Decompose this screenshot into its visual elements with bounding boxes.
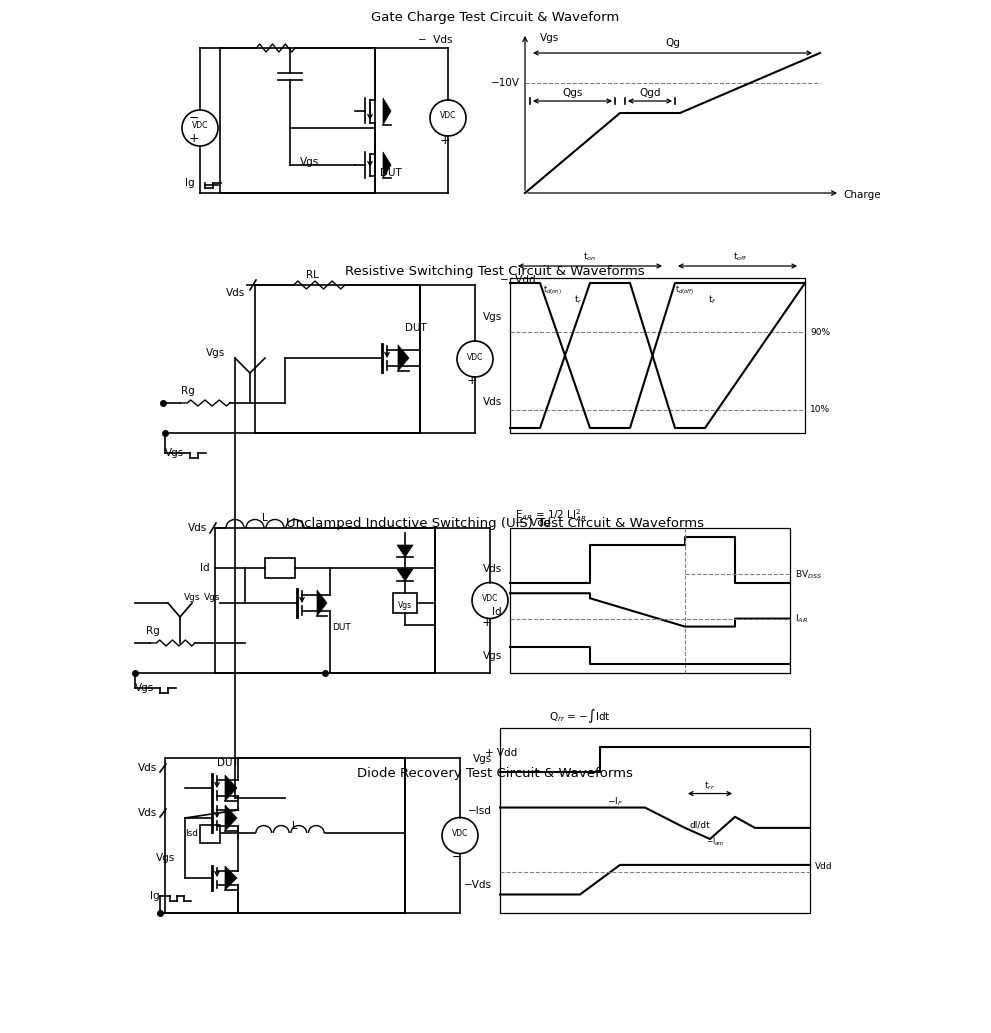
Text: Vgs: Vgs (483, 312, 502, 321)
Bar (265, 558, 295, 578)
Text: Isd: Isd (185, 828, 198, 838)
Text: +: + (440, 133, 450, 147)
Text: Vds: Vds (138, 808, 157, 818)
Text: VDC: VDC (452, 829, 468, 838)
Text: −I$_{am}$: −I$_{am}$ (706, 836, 724, 848)
Text: Vgs: Vgs (156, 853, 175, 863)
Text: t$_{on}$: t$_{on}$ (584, 251, 597, 263)
Text: −  Vdd: − Vdd (515, 518, 551, 528)
Polygon shape (397, 569, 413, 581)
Text: Ig: Ig (151, 891, 160, 901)
Text: DUT: DUT (217, 758, 239, 768)
Text: −Vds: −Vds (464, 880, 492, 890)
Text: VDC: VDC (192, 122, 208, 130)
Text: t$_{d(off)}$: t$_{d(off)}$ (676, 283, 695, 296)
Text: Resistive Switching Test Circuit & Waveforms: Resistive Switching Test Circuit & Wavef… (345, 264, 645, 278)
Text: Qgs: Qgs (562, 88, 583, 98)
Polygon shape (383, 152, 391, 178)
Text: −10V: −10V (491, 79, 520, 88)
Text: 90%: 90% (810, 327, 830, 337)
Text: VDC: VDC (467, 352, 484, 362)
Text: −: − (188, 112, 199, 125)
Bar (215, 528, 435, 674)
Text: Rg: Rg (181, 386, 195, 396)
Text: 10%: 10% (810, 405, 830, 414)
Polygon shape (397, 545, 413, 557)
Bar (510, 278, 805, 433)
Text: Vgs: Vgs (483, 651, 502, 660)
Text: Unclamped Inductive Switching (UIS) Test Circuit & Waveforms: Unclamped Inductive Switching (UIS) Test… (286, 516, 704, 530)
Bar (200, 825, 220, 843)
Text: DUT: DUT (332, 624, 351, 632)
Bar (393, 593, 417, 613)
Text: BV$_{DSS}$: BV$_{DSS}$ (795, 568, 823, 581)
Text: DUT: DUT (405, 323, 427, 333)
Text: Vds: Vds (187, 523, 207, 533)
Text: Vgs: Vgs (206, 348, 225, 358)
Bar (500, 728, 810, 913)
Text: Vgs: Vgs (183, 594, 200, 602)
Polygon shape (383, 98, 391, 125)
Text: VDC: VDC (440, 112, 456, 121)
Text: Vds: Vds (226, 288, 245, 298)
Text: E$_{AR}$ = 1/2 LI$^{2}_{AR}$: E$_{AR}$ = 1/2 LI$^{2}_{AR}$ (515, 507, 587, 525)
Text: −: − (452, 851, 462, 864)
Polygon shape (317, 590, 327, 616)
Polygon shape (225, 866, 237, 890)
Text: Gate Charge Test Circuit & Waveform: Gate Charge Test Circuit & Waveform (371, 11, 619, 25)
Text: DUT: DUT (380, 168, 401, 178)
Text: Vgs: Vgs (540, 33, 559, 43)
Text: L: L (263, 513, 268, 523)
Polygon shape (225, 775, 237, 801)
Text: RL: RL (306, 270, 319, 280)
Text: +: + (482, 616, 493, 629)
Text: Rg: Rg (147, 626, 160, 636)
Text: Vds: Vds (483, 397, 502, 407)
Text: Q$_{rr}$ = −$\int$Idt: Q$_{rr}$ = −$\int$Idt (549, 707, 610, 725)
Polygon shape (225, 805, 237, 831)
Text: L: L (292, 821, 298, 831)
Text: Vds: Vds (138, 763, 157, 773)
Text: t$_f$: t$_f$ (708, 293, 716, 306)
Text: Vgs: Vgs (398, 601, 412, 611)
Text: Vgs: Vgs (203, 594, 220, 602)
Text: t$_{d(on)}$: t$_{d(on)}$ (543, 283, 562, 296)
Bar (510, 528, 790, 674)
Bar (220, 48, 375, 193)
Text: Ig: Ig (185, 178, 195, 188)
Bar (255, 285, 420, 433)
Text: Vgs: Vgs (300, 157, 319, 167)
Text: t$_r$: t$_r$ (574, 293, 583, 306)
Text: Qg: Qg (665, 38, 680, 48)
Text: +: + (467, 375, 478, 387)
Text: VDC: VDC (482, 594, 498, 603)
Text: Charge: Charge (843, 190, 881, 200)
Text: −  Vdd: − Vdd (500, 275, 535, 285)
Text: t$_{rr}$: t$_{rr}$ (705, 779, 716, 792)
Text: Vgs: Vgs (135, 683, 155, 693)
Text: dI/dt: dI/dt (690, 820, 711, 829)
Text: −  Vds: − Vds (418, 35, 453, 45)
Text: I$_{AR}$: I$_{AR}$ (795, 613, 808, 625)
Text: −Isd: −Isd (468, 806, 492, 816)
Text: + Vdd: + Vdd (485, 748, 517, 758)
Text: −I$_F$: −I$_F$ (606, 795, 623, 808)
Text: t$_{off}$: t$_{off}$ (732, 251, 747, 263)
Text: Id: Id (493, 607, 502, 617)
Text: Id: Id (200, 563, 210, 573)
Text: Diode Recovery Test Circuit & Waveforms: Diode Recovery Test Circuit & Waveforms (357, 766, 633, 780)
Text: Vgs: Vgs (165, 448, 184, 458)
Text: Vds: Vds (483, 564, 502, 573)
Bar (165, 758, 405, 913)
Text: Qgd: Qgd (639, 88, 661, 98)
Polygon shape (398, 345, 409, 371)
Text: Vgs: Vgs (473, 754, 492, 764)
Text: +: + (188, 131, 199, 145)
Text: Vdd: Vdd (815, 863, 832, 871)
